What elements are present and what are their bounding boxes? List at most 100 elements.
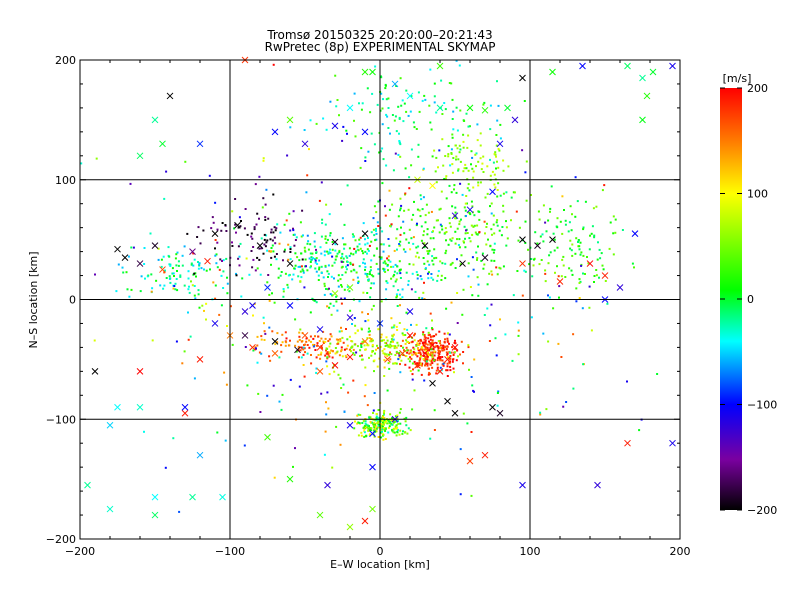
scatter-dot (446, 339, 449, 342)
scatter-dot (367, 150, 370, 153)
scatter-dot (376, 103, 379, 106)
scatter-dot (285, 337, 288, 340)
scatter-dot (590, 232, 593, 235)
scatter-dot (521, 149, 524, 152)
scatter-dot (307, 240, 310, 243)
scatter-dot (524, 242, 527, 244)
scatter-x-marker (444, 397, 451, 405)
scatter-dot (417, 155, 420, 158)
scatter-dot (315, 356, 318, 359)
scatter-dot (223, 371, 226, 374)
scatter-dot (121, 266, 124, 269)
scatter-dot (286, 283, 289, 286)
scatter-dot (348, 290, 351, 293)
colorbar-tick-label: 200 (747, 82, 768, 95)
scatter-dot (382, 250, 385, 253)
scatter-x-marker (369, 430, 376, 437)
scatter-dot (424, 267, 427, 270)
scatter-dot (429, 343, 432, 346)
scatter-dot (430, 360, 433, 363)
scatter-dot (373, 254, 376, 257)
scatter-dot (328, 306, 331, 309)
scatter-dot (512, 294, 515, 297)
scatter-dot (439, 344, 442, 347)
scatter-dot (292, 227, 294, 230)
scatter-dot (340, 257, 343, 260)
scatter-dot (263, 243, 266, 246)
scatter-dot (377, 200, 380, 203)
scatter-dot (306, 174, 309, 177)
scatter-dot (433, 248, 436, 251)
scatter-dot (404, 167, 407, 170)
scatter-dot (437, 340, 440, 343)
scatter-dot (383, 366, 386, 369)
scatter-dot (259, 273, 262, 276)
scatter-dot (390, 265, 392, 268)
scatter-dot (432, 230, 434, 233)
scatter-dot (397, 344, 400, 347)
scatter-dot (439, 260, 442, 263)
scatter-dot (289, 248, 292, 251)
scatter-dot (374, 352, 376, 355)
scatter-dot (379, 427, 382, 430)
scatter-dot (419, 353, 422, 356)
scatter-dot (390, 277, 393, 280)
scatter-x-marker (361, 517, 369, 525)
scatter-dot (377, 347, 379, 350)
scatter-dot (277, 276, 280, 279)
scatter-dot (473, 358, 476, 361)
scatter-dot (320, 351, 323, 354)
scatter-dot (273, 236, 276, 239)
scatter-dot (343, 243, 346, 246)
scatter-dot (405, 89, 408, 92)
scatter-dot (558, 285, 561, 288)
y-tick-label: −100 (46, 413, 76, 426)
scatter-dot (463, 225, 466, 228)
scatter-dot (285, 341, 288, 344)
scatter-dot (205, 302, 208, 305)
scatter-dot (542, 240, 545, 243)
scatter-dot (502, 210, 505, 213)
scatter-dot (224, 439, 227, 442)
scatter-dot (446, 340, 449, 343)
scatter-dot (360, 346, 363, 348)
scatter-dot (258, 247, 261, 250)
scatter-dot (300, 346, 303, 349)
scatter-dot (225, 257, 228, 260)
scatter-dot (371, 344, 374, 346)
scatter-dot (458, 151, 461, 154)
scatter-dot (497, 147, 500, 150)
scatter-dot (387, 107, 390, 109)
scatter-dot (398, 116, 401, 119)
scatter-dot (437, 166, 439, 169)
scatter-dot (324, 337, 327, 340)
scatter-dot (309, 243, 312, 246)
scatter-dot (608, 247, 611, 250)
scatter-dot (384, 430, 387, 432)
colorbar-tick-label: 100 (747, 188, 768, 201)
scatter-dot (502, 169, 505, 172)
scatter-dot (429, 348, 432, 351)
scatter-dot (436, 274, 439, 277)
scatter-dot (466, 232, 469, 234)
scatter-dot (392, 169, 395, 172)
scatter-dot (386, 389, 389, 392)
scatter-dot (456, 227, 459, 230)
scatter-dot (389, 346, 392, 349)
scatter-dot (376, 344, 378, 347)
scatter-dot (280, 344, 283, 347)
scatter-dot (592, 207, 595, 210)
scatter-dot (334, 249, 337, 252)
scatter-dot (315, 251, 318, 254)
scatter-dot (367, 237, 369, 239)
scatter-dot (446, 362, 449, 365)
scatter-dot (432, 357, 435, 360)
scatter-dot (408, 352, 411, 355)
scatter-dot (272, 63, 275, 66)
scatter-dot (444, 346, 447, 348)
scatter-dot (541, 233, 544, 236)
scatter-dot (494, 151, 497, 154)
scatter-dot (172, 437, 175, 440)
scatter-dot (377, 409, 380, 411)
scatter-dot (403, 102, 406, 105)
